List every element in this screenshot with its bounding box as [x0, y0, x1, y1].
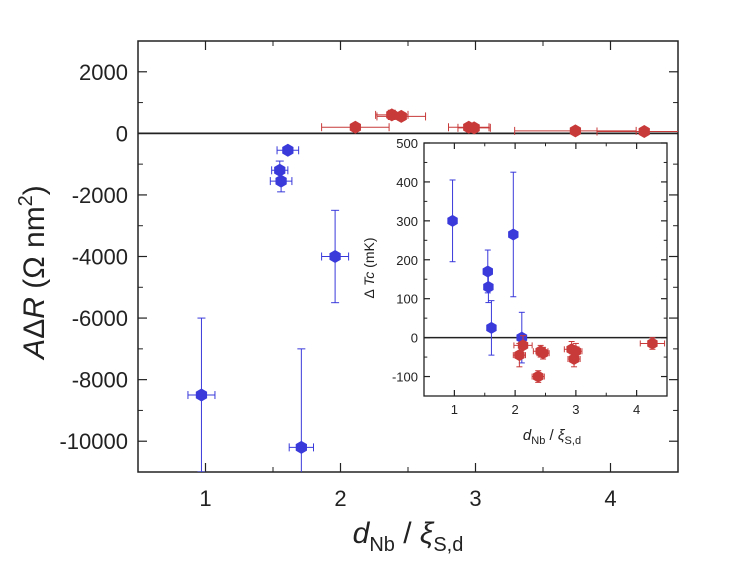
main-red-data-point: [569, 124, 582, 138]
inset-plot: 1 2 3 4 500 400 300 200 100 0 -100: [392, 136, 668, 417]
inset-blue-data-point: [447, 214, 458, 227]
main-y-tick-label: -4000: [72, 245, 128, 270]
inset-red-data-point: [533, 370, 544, 383]
inset-data-layer: [447, 171, 666, 383]
inset-blue-data-point: [483, 281, 494, 294]
inset-red-data-point: [514, 349, 525, 362]
main-blue-data-point: [329, 250, 341, 263]
main-blue-data-point: [275, 174, 287, 188]
main-y-tick-label: -8000: [72, 368, 128, 393]
main-x-tick-label: 2: [334, 486, 346, 511]
inset-x-axis-label: dNb / ξS,d: [523, 427, 581, 447]
inset-x-tick-label: 3: [572, 402, 579, 417]
main-red-data-point: [386, 108, 398, 122]
main-blue-data-point: [295, 440, 307, 454]
main-red-data-point: [395, 109, 407, 123]
main-x-tick-label: 3: [469, 486, 481, 511]
inset-y-tick-label: 300: [396, 214, 418, 229]
inset-x-tick-label: 2: [512, 402, 519, 417]
main-red-data-point: [468, 121, 480, 135]
inset-plot-frame: [423, 142, 668, 397]
inset-blue-data-point: [486, 321, 497, 334]
main-red-data-point: [349, 120, 361, 134]
inset-x-tick-label: 4: [633, 402, 640, 417]
main-y-tick-label: 2000: [79, 60, 128, 85]
main-y-tick-label: -6000: [72, 306, 128, 331]
main-y-tick-label: -10000: [59, 429, 128, 454]
inset-red-data-point: [517, 339, 529, 352]
main-y-tick-label: -2000: [72, 183, 128, 208]
inset-red-data-point: [537, 347, 549, 360]
inset-y-tick-label: -100: [392, 370, 418, 385]
inset-red-data-point: [570, 345, 582, 358]
main-x-tick-label: 1: [199, 486, 211, 511]
main-x-tick-label: 4: [604, 486, 616, 511]
main-blue-data-point: [282, 143, 294, 157]
inset-blue-data-point: [508, 228, 519, 241]
inset-y-tick-label: 100: [396, 292, 418, 307]
main-red-data-point: [638, 125, 650, 139]
inset-y-tick-label: 500: [396, 136, 418, 151]
inset-y-axis-label: Δ Tc (mK): [361, 238, 377, 299]
inset-y-tick-label: 200: [396, 253, 418, 268]
inset-x-tick-label: 1: [451, 402, 458, 417]
main-data-layer: [187, 108, 678, 472]
main-x-axis-label: dNb / ξS,d: [353, 517, 464, 556]
inset-y-tick-label: 400: [396, 175, 418, 190]
main-y-tick-label: 0: [116, 121, 128, 146]
inset-red-data-point: [647, 337, 658, 350]
main-y-axis-label: AΔR (Ω nm2): [15, 185, 51, 361]
main-blue-data-point: [195, 388, 208, 402]
inset-y-tick-label: 0: [411, 331, 418, 346]
